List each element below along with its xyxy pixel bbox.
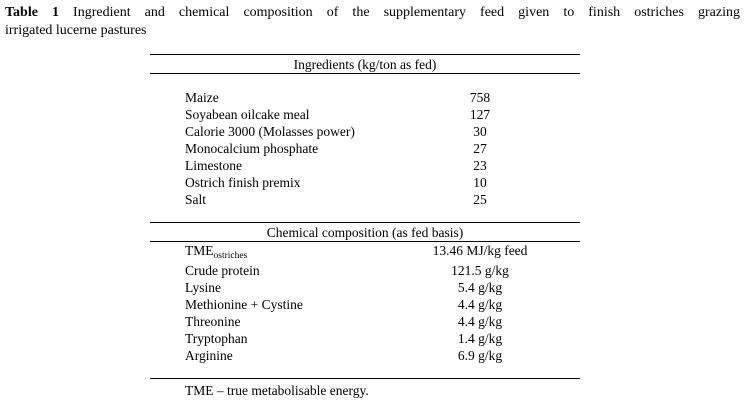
table-rule-top <box>150 54 580 55</box>
row-label: Tryptophan <box>185 331 248 346</box>
row-value: 27 <box>473 141 487 156</box>
table-row: Arginine 6.9 g/kg <box>150 347 580 364</box>
row-label: Crude protein <box>185 263 260 278</box>
row-value: 13.46 MJ/kg feed <box>432 243 528 258</box>
table-rule-under-header <box>150 73 580 74</box>
table-row: Tryptophan 1.4 g/kg <box>150 330 580 347</box>
table-section-ingredients: Ingredients (kg/ton as fed) Maize 758 Soya… <box>150 54 580 222</box>
section-header-ingredients: Ingredients (kg/ton as fed) <box>293 56 437 72</box>
table-row: Calorie 3000 (Molasses power) 30 <box>150 123 580 140</box>
table-row: Salt 25 <box>150 191 580 208</box>
spacer <box>150 74 580 89</box>
table-rule-bottom <box>150 378 580 379</box>
row-label: Monocalcium phosphate <box>185 141 319 156</box>
row-label: Maize <box>185 90 219 105</box>
table-row: TMEostriches 13.46 MJ/kg feed <box>150 242 580 262</box>
row-value: 127 <box>469 107 491 122</box>
row-value: 23 <box>473 158 487 173</box>
spacer <box>150 208 580 222</box>
table-rule-under-header <box>150 241 580 242</box>
table-row: Limestone 23 <box>150 157 580 174</box>
row-value: 758 <box>469 90 491 105</box>
row-label: Ostrich finish premix <box>185 175 301 190</box>
table-caption-text: Ingredient and chemical composition of t… <box>73 5 740 20</box>
ingredients-rows: Maize 758 Soyabean oilcake meal 127 Calorie … <box>150 89 580 208</box>
row-label: Methionine + Cystine <box>185 297 303 312</box>
row-label-subscript: ostriches <box>213 250 248 261</box>
row-value: 1.4 g/kg <box>457 331 503 346</box>
table-row: Lysine 5.4 g/kg <box>150 279 580 296</box>
row-value: 5.4 g/kg <box>457 280 503 295</box>
data-table: Ingredients (kg/ton as fed) Maize 758 Soya… <box>150 54 580 399</box>
row-value: 4.4 g/kg <box>457 314 503 329</box>
row-label: Arginine <box>185 348 233 363</box>
table-caption: Table 1 Ingredient and chemical composit… <box>0 0 745 39</box>
table-row: Ostrich finish premix 10 <box>150 174 580 191</box>
row-label: Limestone <box>185 158 242 173</box>
table-caption-line2: irrigated lucerne pastures <box>5 22 147 38</box>
table-section-chemical: Chemical composition (as fed basis) TMEo… <box>150 222 580 379</box>
table-row: Monocalcium phosphate 27 <box>150 140 580 157</box>
table-caption-number: Table 1 <box>5 5 59 20</box>
row-label: TMEostriches <box>185 243 248 261</box>
row-value: 121.5 g/kg <box>451 263 509 278</box>
table-row: Threonine 4.4 g/kg <box>150 313 580 330</box>
table-rule-section-divider <box>150 222 580 223</box>
row-value: 30 <box>473 124 487 139</box>
row-value: 25 <box>473 192 487 207</box>
row-label: Soyabean oilcake meal <box>185 107 310 122</box>
section-header-chemical: Chemical composition (as fed basis) <box>266 224 464 240</box>
row-value: 10 <box>473 175 487 190</box>
row-value: 6.9 g/kg <box>457 348 503 363</box>
row-label: Calorie 3000 (Molasses power) <box>185 124 355 139</box>
table-row: Crude protein 121.5 g/kg <box>150 262 580 279</box>
table-row: Maize 758 <box>150 89 580 106</box>
spacer <box>150 364 580 378</box>
row-label: Salt <box>185 192 207 207</box>
row-value: 4.4 g/kg <box>457 297 503 312</box>
table-footnote: TME – true metabolisable energy. <box>185 383 369 398</box>
chemical-rows: TMEostriches 13.46 MJ/kg feed Crude protei… <box>150 242 580 364</box>
table-row: Soyabean oilcake meal 127 <box>150 106 580 123</box>
row-label: Lysine <box>185 280 221 295</box>
table-row: Methionine + Cystine 4.4 g/kg <box>150 296 580 313</box>
table-caption-line1: Table 1 Ingredient and chemical composit… <box>5 4 740 22</box>
row-label: Threonine <box>185 314 241 329</box>
